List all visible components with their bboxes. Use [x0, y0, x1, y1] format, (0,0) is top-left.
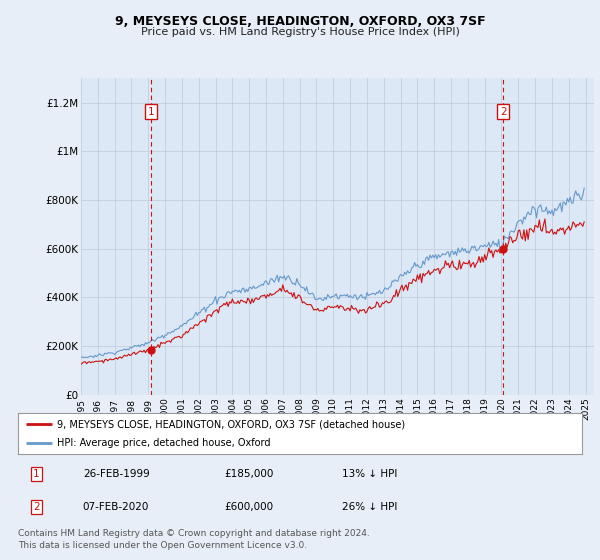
Text: 9, MEYSEYS CLOSE, HEADINGTON, OXFORD, OX3 7SF (detached house): 9, MEYSEYS CLOSE, HEADINGTON, OXFORD, OX…	[58, 419, 406, 429]
Text: 1: 1	[148, 106, 154, 116]
Text: 26-FEB-1999: 26-FEB-1999	[83, 469, 149, 479]
Text: 26% ↓ HPI: 26% ↓ HPI	[342, 502, 398, 512]
Text: Price paid vs. HM Land Registry's House Price Index (HPI): Price paid vs. HM Land Registry's House …	[140, 27, 460, 38]
Text: 2: 2	[500, 106, 506, 116]
Text: 07-FEB-2020: 07-FEB-2020	[83, 502, 149, 512]
Text: 2: 2	[33, 502, 40, 512]
Text: Contains HM Land Registry data © Crown copyright and database right 2024.
This d: Contains HM Land Registry data © Crown c…	[18, 529, 370, 550]
Text: £600,000: £600,000	[224, 502, 273, 512]
Text: 9, MEYSEYS CLOSE, HEADINGTON, OXFORD, OX3 7SF: 9, MEYSEYS CLOSE, HEADINGTON, OXFORD, OX…	[115, 15, 485, 28]
Text: £185,000: £185,000	[224, 469, 273, 479]
Text: 1: 1	[33, 469, 40, 479]
Text: HPI: Average price, detached house, Oxford: HPI: Average price, detached house, Oxfo…	[58, 438, 271, 447]
Text: 13% ↓ HPI: 13% ↓ HPI	[342, 469, 398, 479]
